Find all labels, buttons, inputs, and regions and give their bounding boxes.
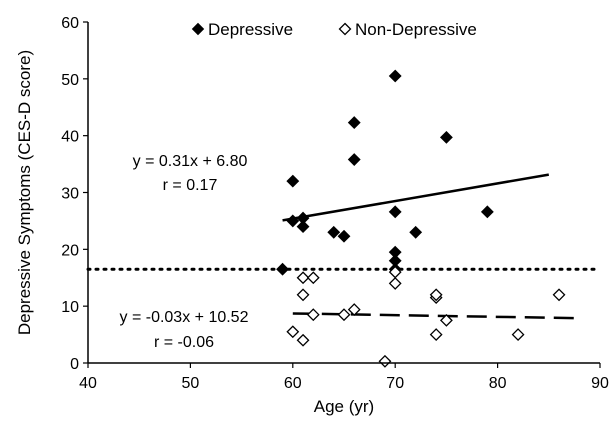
depressive-point xyxy=(409,225,423,239)
depressive-point xyxy=(286,214,300,228)
depressive-regression-line xyxy=(282,173,550,222)
non-depressive-point xyxy=(347,303,361,316)
depressive-point xyxy=(286,174,300,188)
axis-ticks: 40 50 60 70 80 90 0 10 20 30 40 50 60 xyxy=(61,15,609,392)
non-depressive-point xyxy=(337,308,351,322)
legend-marker-non-depressive xyxy=(338,22,352,36)
x-axis-title: Age (yr) xyxy=(314,397,374,416)
legend-label-non-depressive: Non-Depressive xyxy=(355,20,477,39)
y-tick-label: 60 xyxy=(61,15,79,32)
non-depressive-point xyxy=(286,325,300,339)
legend-label-depressive: Depressive xyxy=(208,20,293,39)
y-tick-label: 0 xyxy=(70,356,79,373)
x-tick-label: 80 xyxy=(489,375,507,392)
non-depressive-point xyxy=(439,313,453,327)
depressive-point xyxy=(327,225,341,239)
non-depressive-point xyxy=(429,328,443,342)
legend: Depressive Non-Depressive xyxy=(191,20,477,39)
non-depressive-point xyxy=(306,308,320,322)
non-depressive-point xyxy=(296,288,310,302)
non-depressive-point xyxy=(296,333,310,347)
depressive-fit-r: r = 0.17 xyxy=(163,177,218,194)
y-tick-label: 20 xyxy=(61,242,79,259)
y-tick-label: 10 xyxy=(61,299,79,316)
data-points xyxy=(276,69,566,368)
non-depressive-point xyxy=(296,271,310,285)
depressive-point xyxy=(337,229,351,243)
non-depressive-point xyxy=(511,328,525,342)
depressive-point xyxy=(276,262,289,276)
non-depressive-point xyxy=(388,265,402,279)
depressive-point xyxy=(347,153,361,166)
non-depressive-fit-r: r = -0.06 xyxy=(154,334,214,351)
depressive-point xyxy=(480,205,494,219)
depressive-point xyxy=(439,130,453,144)
legend-marker-depressive xyxy=(191,22,205,36)
depressive-point xyxy=(296,220,310,234)
non-depressive-fit-equation: y = -0.03x + 10.52 xyxy=(120,309,249,326)
non-depressive-point xyxy=(378,354,392,368)
y-tick-label: 40 xyxy=(61,129,79,146)
non-depressive-point xyxy=(306,271,320,285)
y-tick-label: 30 xyxy=(61,186,79,203)
fit-lines xyxy=(86,173,602,320)
x-tick-label: 40 xyxy=(79,375,97,392)
x-tick-label: 50 xyxy=(182,375,200,392)
depressive-point xyxy=(388,205,402,219)
x-tick-label: 60 xyxy=(284,375,302,392)
non-depressive-point xyxy=(388,277,402,290)
depressive-point xyxy=(296,211,310,225)
non-depressive-point xyxy=(429,288,443,302)
y-tick-label: 50 xyxy=(61,72,79,89)
depressive-fit-equation: y = 0.31x + 6.80 xyxy=(133,153,248,170)
depressive-point xyxy=(388,69,402,83)
non-depressive-regression-line xyxy=(292,312,580,320)
y-axis-title: Depressive Symptoms (CES-D score) xyxy=(15,50,34,335)
depressive-point xyxy=(347,116,361,130)
x-tick-label: 70 xyxy=(386,375,404,392)
non-depressive-point xyxy=(552,288,566,302)
x-tick-label: 90 xyxy=(591,375,609,392)
